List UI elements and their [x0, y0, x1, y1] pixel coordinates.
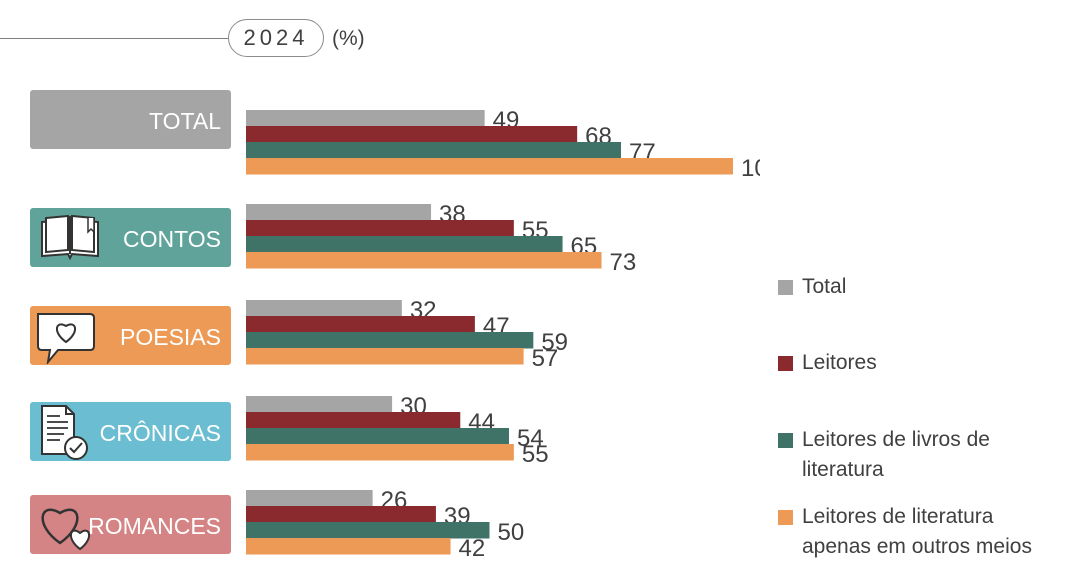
data-label-outros-contos: 73: [610, 249, 637, 276]
bar-leitores-poesias: [246, 316, 475, 333]
bar-livros-poesias: [246, 332, 534, 349]
category-box-poesias: POESIAS: [30, 306, 231, 365]
bar-outros-contos: [246, 252, 602, 269]
bar-leitores-contos: [246, 220, 514, 237]
two-hearts-icon: [41, 508, 90, 551]
category-box-total: TOTAL: [30, 90, 231, 149]
header-divider-line: [0, 38, 232, 39]
bar-leitores-romances: [246, 506, 436, 523]
year-badge: 2024: [228, 19, 324, 57]
category-label: POESIAS: [120, 324, 221, 350]
bar-total-romances: [246, 490, 373, 507]
legend-label-livros: Leitores de livros de literatura: [802, 428, 990, 481]
data-label-outros-poesias: 57: [532, 345, 559, 372]
category-label: CONTOS: [123, 226, 221, 252]
legend-label-leitores: Leitores: [802, 351, 877, 374]
bar-total-contos: [246, 204, 432, 221]
bar-chart: 4938323026685547443977655954501007357554…: [246, 107, 760, 562]
data-label-livros-romances: 50: [498, 519, 525, 546]
legend-swatch-total: [778, 280, 793, 295]
legend-swatch-outros: [778, 510, 793, 525]
data-label-outros-crônicas: 55: [522, 441, 549, 468]
year-label: 2024: [243, 25, 309, 50]
data-label-livros-poesias: 59: [541, 329, 568, 356]
bar-outros-romances: [246, 538, 451, 555]
legend-swatch-leitores: [778, 356, 793, 371]
bar-total-crônicas: [246, 396, 393, 413]
bar-livros-contos: [246, 236, 563, 253]
bar-outros-poesias: [246, 348, 524, 365]
heart-speech-bubble-icon: [37, 313, 95, 364]
data-label-outros-romances: 42: [459, 535, 486, 562]
bar-livros-romances: [246, 522, 490, 539]
category-label: ROMANCES: [88, 513, 221, 539]
category-box-romances: ROMANCES: [30, 495, 231, 554]
bar-leitores-total: [246, 126, 578, 143]
data-label-livros-crônicas: 54: [517, 425, 544, 452]
bar-livros-crônicas: [246, 428, 509, 445]
legend-swatch-livros: [778, 433, 793, 448]
bar-livros-total: [246, 142, 621, 159]
legend-label-outros: Leitores de literatura apenas em outros …: [802, 505, 1032, 558]
bar-total-poesias: [246, 300, 402, 317]
bar-leitores-crônicas: [246, 412, 461, 429]
unit-label: (%): [332, 27, 365, 50]
category-box-crônicas: CRÔNICAS: [30, 402, 231, 461]
bar-total-total: [246, 110, 485, 127]
category-box-contos: CONTOS: [30, 208, 231, 267]
category-label: CRÔNICAS: [99, 420, 221, 446]
bar-outros-crônicas: [246, 444, 514, 461]
bar-outros-total: [246, 158, 733, 175]
data-label-outros-total: 100: [741, 155, 760, 182]
document-check-icon: [41, 405, 88, 460]
open-book-icon: [41, 214, 99, 261]
category-label: TOTAL: [149, 108, 221, 134]
legend-label-total: Total: [802, 275, 847, 298]
